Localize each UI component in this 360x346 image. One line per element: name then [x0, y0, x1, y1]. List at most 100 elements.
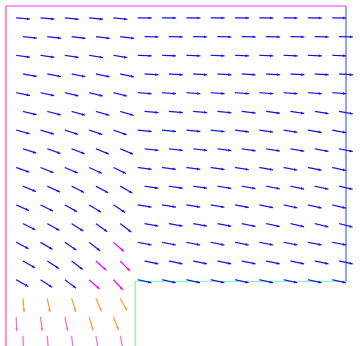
arrow-173 — [120, 73, 135, 78]
arrow-head-96 — [300, 187, 305, 190]
arrow-head-11 — [48, 308, 51, 313]
arrow-head-134 — [196, 129, 201, 133]
arrow-12 — [71, 298, 77, 312]
arrow-head-184 — [50, 55, 55, 59]
arrow-head-89 — [128, 190, 133, 194]
arrow-168 — [332, 92, 347, 95]
arrow-83 — [307, 204, 322, 209]
arrow-head-210 — [349, 35, 354, 39]
arrow-175 — [168, 73, 183, 76]
arrow-head-53 — [269, 243, 274, 246]
arrow-161 — [162, 92, 177, 95]
arrow-48 — [137, 241, 152, 246]
arrow-head-136 — [245, 130, 249, 133]
arrow-head-172 — [106, 74, 110, 78]
arrow-head-145 — [130, 113, 134, 116]
arrow-178 — [241, 73, 256, 76]
arrow-head-150 — [252, 111, 256, 115]
arrow-head-121 — [227, 148, 232, 152]
arrow-37 — [217, 260, 232, 265]
arrow-89 — [119, 185, 133, 194]
arrow-69 — [314, 223, 329, 228]
arrow-head-82 — [293, 205, 298, 209]
arrow-head-191 — [221, 54, 225, 58]
arrow-head-171 — [81, 74, 86, 78]
arrow-91 — [168, 185, 183, 190]
arrow-108 — [234, 166, 249, 171]
arrow-112 — [332, 166, 347, 172]
arrow-109 — [259, 166, 274, 171]
arrow-head-183 — [26, 55, 31, 59]
arrow-head-164 — [245, 92, 249, 95]
arrow-head-170 — [57, 74, 62, 78]
arrow-head-28 — [342, 280, 346, 284]
arrow-head-98 — [349, 187, 353, 190]
arrow-102 — [88, 166, 103, 174]
arrow-41 — [314, 260, 329, 265]
arrow-head-112 — [342, 168, 346, 172]
arrow-head-157 — [75, 93, 79, 97]
arrow-head-140 — [342, 130, 346, 134]
arrow-head-76 — [148, 205, 152, 208]
arrow-head-44 — [49, 246, 53, 250]
arrow-head-139 — [318, 130, 322, 134]
arrow-58 — [47, 223, 60, 232]
arrow-shaft-3 — [95, 335, 99, 346]
arrow-head-47 — [120, 248, 124, 252]
arrow-head-65 — [227, 224, 232, 227]
arrow-26 — [283, 279, 298, 284]
arrow-head-83 — [318, 205, 322, 209]
arrow-head-154 — [349, 111, 353, 115]
arrow-head-23 — [220, 280, 225, 284]
arrow-135 — [210, 129, 225, 133]
arrow-76 — [137, 204, 152, 208]
arrow-head-113 — [32, 150, 37, 154]
arrow-136 — [234, 129, 249, 133]
arrow-head-186 — [99, 55, 103, 59]
arrow-head-57 — [32, 227, 36, 230]
arrow-142 — [47, 110, 62, 116]
arrow-head-24 — [245, 280, 249, 284]
arrow-head-77 — [172, 205, 176, 208]
arrow-101 — [64, 166, 78, 174]
arrow-31 — [71, 260, 84, 270]
arrow-head-222 — [294, 16, 298, 20]
arrow-head-35 — [179, 261, 183, 265]
arrow-49 — [161, 241, 176, 246]
arrow-193 — [259, 54, 274, 58]
arrow-head-13 — [98, 307, 102, 312]
arrow-shaft-2 — [71, 335, 74, 346]
arrow-24 — [234, 279, 249, 284]
arrow-30 — [46, 260, 60, 270]
arrow-head-63 — [179, 224, 183, 227]
arrow-head-80 — [245, 205, 249, 209]
arrow-25 — [259, 279, 274, 284]
arrow-187 — [113, 54, 128, 59]
arrow-head-138 — [294, 130, 298, 134]
arrow-head-106 — [196, 167, 201, 171]
arrow-head-7 — [65, 327, 69, 331]
arrow-39 — [265, 260, 280, 265]
arrow-head-180 — [301, 73, 305, 76]
arrow-head-92 — [203, 186, 208, 190]
arrow-head-39 — [276, 261, 280, 265]
arrow-head-67 — [276, 224, 280, 228]
arrow-34 — [144, 260, 159, 265]
arrow-head-196 — [342, 54, 347, 58]
arrow-133 — [161, 129, 177, 133]
arrow-head-12 — [73, 308, 77, 312]
arrow-head-74 — [97, 209, 102, 213]
arrow-42 — [338, 260, 353, 265]
arrow-head-15 — [24, 283, 29, 287]
arrow-155 — [16, 92, 31, 97]
arrow-23 — [210, 279, 225, 284]
arrow-head-211 — [26, 17, 31, 21]
arrow-222 — [283, 16, 298, 20]
arrow-head-202 — [155, 35, 159, 39]
arrow-head-189 — [172, 54, 177, 58]
arrow-131 — [113, 129, 127, 136]
arrow-152 — [290, 110, 305, 115]
arrow-head-84 — [342, 206, 346, 209]
arrow-3 — [95, 335, 99, 346]
arrow-213 — [64, 17, 79, 21]
